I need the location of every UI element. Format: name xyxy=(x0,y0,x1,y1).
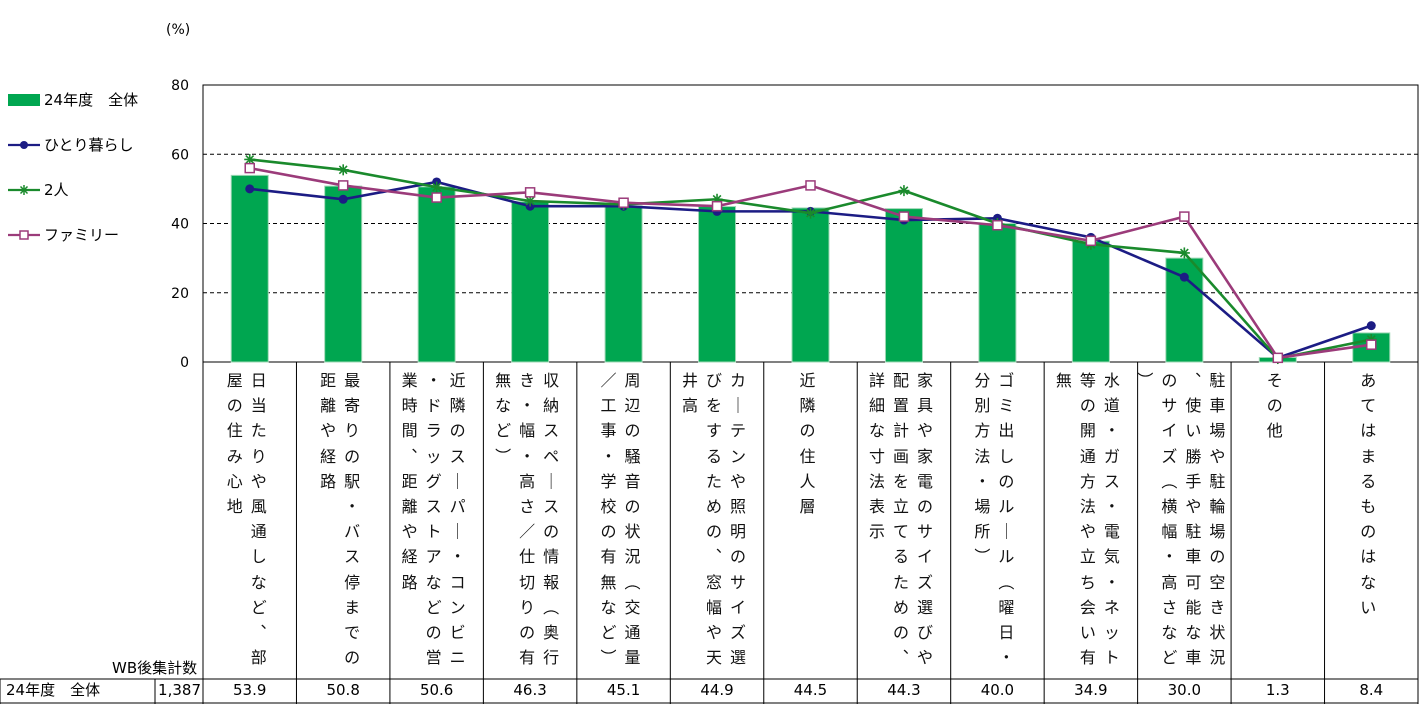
category-label: あてはまるものはない xyxy=(1360,371,1377,617)
marker-square xyxy=(431,192,442,203)
y-tick-label: 0 xyxy=(180,355,189,371)
category-label: 近隣の住人層 xyxy=(799,371,816,517)
legend-swatch xyxy=(8,94,40,106)
category-label: ・ドラッグストアなどの営 xyxy=(425,371,442,668)
table-value: 50.6 xyxy=(419,681,454,699)
y-axis-unit: (%) xyxy=(166,22,191,38)
marker-dot xyxy=(338,194,348,204)
marker-dot xyxy=(1366,321,1376,331)
category-label: カ｜テンや照明のサイズ選 xyxy=(730,371,747,668)
category-label: 最寄りの駅・バス停までの xyxy=(344,371,361,668)
table-value: 50.8 xyxy=(326,681,360,699)
category-label: 井高 xyxy=(682,371,699,416)
bar xyxy=(417,186,456,363)
category-label: 家具や家電のサイズ選びや xyxy=(916,371,933,668)
category-label: ︶ xyxy=(1137,371,1154,390)
table-value: 44.3 xyxy=(887,681,921,699)
marker-star xyxy=(805,207,816,219)
legend-swatch xyxy=(8,141,40,149)
marker-square xyxy=(992,219,1003,231)
marker-square xyxy=(618,197,629,208)
category-label: 周辺の騒音の状況 ︵ 交通量 xyxy=(624,371,641,668)
bar xyxy=(698,206,737,363)
marker-star xyxy=(431,181,443,193)
bar xyxy=(511,201,550,363)
marker-square xyxy=(1085,235,1097,247)
marker-square xyxy=(244,162,255,174)
legend-label: ファミリー xyxy=(44,226,120,244)
bar xyxy=(884,208,923,363)
category-label: き・幅・高さ／仕切りの有 xyxy=(519,371,536,668)
data-table: 24年度 全体 1,387 53.9 50.8 50.6 46.3 45.1 44.9 44.5… xyxy=(0,679,1420,704)
table-value: 34.9 xyxy=(1074,681,1108,699)
marker-star xyxy=(1178,247,1190,259)
table-value: 46.3 xyxy=(513,681,547,699)
marker-square xyxy=(711,200,723,212)
legend-swatch xyxy=(8,185,40,195)
legend-label: ひとり暮らし xyxy=(44,136,134,154)
marker-square xyxy=(524,187,536,198)
category-label: ／工事・学校の有無など ︶ xyxy=(600,371,617,668)
legend-swatch xyxy=(8,230,40,240)
category-label: 屋の住み心地 xyxy=(226,371,243,517)
table-value: 1.3 xyxy=(1265,681,1290,699)
bar xyxy=(230,174,269,363)
bar xyxy=(978,223,1017,363)
category-label: 収納スペ｜スの情報 ︵ 奥行 xyxy=(543,371,560,668)
category-label: 等の開通方法や立ち会い有 xyxy=(1079,371,1096,668)
category-label: 無 xyxy=(1055,371,1072,390)
marker-square xyxy=(1272,352,1284,364)
legend-label: 24年度 全体 xyxy=(44,91,139,109)
sample-count-header: WB後集計数 xyxy=(112,659,198,677)
marker-star xyxy=(337,164,349,176)
marker-star xyxy=(898,185,910,197)
category-label: 水道・ガス・電気・ネット xyxy=(1103,371,1120,668)
category-label: 距離や経路 xyxy=(320,371,337,491)
y-tick-label: 80 xyxy=(171,78,189,94)
bar xyxy=(604,205,643,363)
category-label: のサイズ ︵ 横幅・高さなど xyxy=(1161,371,1178,668)
category-label: 日当たりや風通しなど ︑ 部 xyxy=(250,371,267,668)
table-sample-size: 1,387 xyxy=(158,681,201,699)
category-label: 近隣のス｜パ｜・コンビニ xyxy=(449,371,466,668)
marker-square xyxy=(337,180,349,191)
category-label: ︑ 使い勝手や駐車可能な車 xyxy=(1185,371,1202,668)
marker-square xyxy=(898,211,910,222)
category-label: 詳細な寸法表示 xyxy=(868,371,885,542)
category-label: ゴミ出しのル｜ル ︵ 曜日・ xyxy=(998,371,1015,668)
category-label: 配置計画を立てるための ︑ xyxy=(892,371,909,668)
table-row-label: 24年度 全体 xyxy=(6,681,101,699)
marker-square xyxy=(1366,339,1377,350)
category-label: びをするための ︑ 窓幅や天 xyxy=(706,371,723,668)
bar xyxy=(791,207,830,363)
table-value: 44.9 xyxy=(700,681,734,699)
marker-square xyxy=(805,180,816,191)
table-value: 45.1 xyxy=(606,681,641,699)
bar xyxy=(1071,240,1110,363)
marker-star xyxy=(524,195,536,207)
legend-label: 2人 xyxy=(44,181,69,199)
table-value: 44.5 xyxy=(793,681,828,699)
category-label: その他 xyxy=(1266,371,1283,441)
marker-dot xyxy=(245,184,255,194)
table-value: 30.0 xyxy=(1167,681,1202,699)
category-label: 無など ︶ xyxy=(495,371,512,466)
category-label: 分別方法・場所 ︶ xyxy=(974,371,991,567)
table-value: 40.0 xyxy=(980,681,1015,699)
table-value: 8.4 xyxy=(1359,681,1384,699)
y-tick-label: 60 xyxy=(171,147,189,163)
marker-dot xyxy=(1179,272,1189,282)
marker-square xyxy=(1179,211,1190,222)
table-value: 53.9 xyxy=(233,681,267,699)
bar xyxy=(324,185,363,363)
y-tick-label: 20 xyxy=(171,286,189,302)
category-label: 駐車場や駐輪場の空き状況 xyxy=(1209,371,1226,668)
category-label: 業時間 ︑ 距離や経路 xyxy=(401,371,418,592)
y-tick-label: 40 xyxy=(171,217,189,233)
